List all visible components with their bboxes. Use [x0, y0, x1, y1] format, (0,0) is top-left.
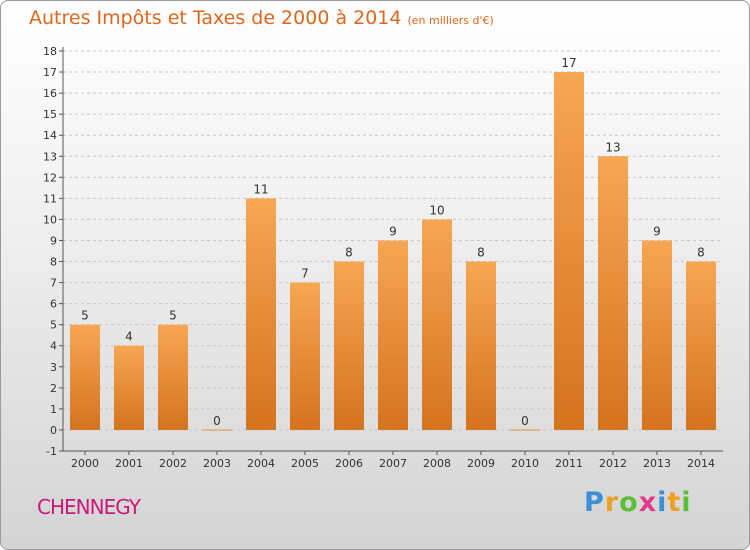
data-label-2010: 0 — [521, 414, 529, 428]
x-tick-label: 2011 — [555, 457, 583, 470]
x-tick-label: 2009 — [467, 457, 495, 470]
x-tick-label: 2001 — [115, 457, 143, 470]
logo-letter: o — [619, 487, 639, 518]
bar-2000 — [70, 324, 100, 430]
y-tick-label: 10 — [43, 213, 57, 226]
bar-2004 — [246, 198, 276, 430]
bar-2013 — [642, 240, 672, 430]
y-tick-label: 5 — [50, 319, 57, 332]
y-tick-label: 6 — [50, 298, 57, 311]
x-tick-label: 2005 — [291, 457, 319, 470]
logo-letter: P — [584, 487, 605, 518]
title-row: Autres Impôts et Taxes de 2000 à 2014 (en… — [29, 7, 494, 29]
x-tick-label: 2014 — [687, 457, 715, 470]
logo-letter: t — [667, 487, 682, 518]
x-tick-label: 2010 — [511, 457, 539, 470]
y-tick-label: 14 — [43, 129, 57, 142]
y-tick-label: 12 — [43, 171, 57, 184]
x-tick-label: 2007 — [379, 457, 407, 470]
logo-letter: r — [604, 487, 620, 518]
bar-2012 — [598, 156, 628, 430]
data-label-2000: 5 — [81, 309, 89, 323]
y-tick-label: 18 — [43, 45, 57, 58]
bar-2014 — [686, 261, 716, 430]
logo-letter: i — [657, 487, 668, 518]
y-tick-label: 7 — [50, 277, 57, 290]
y-tick-label: 3 — [50, 361, 57, 374]
y-tick-label: 9 — [50, 234, 57, 247]
y-tick-label: 11 — [43, 192, 57, 205]
y-tick-label: 1 — [50, 403, 57, 416]
bar-2005 — [290, 282, 320, 430]
y-tick-label: 17 — [43, 66, 57, 79]
x-tick-label: 2013 — [643, 457, 671, 470]
bar-2008 — [422, 219, 452, 430]
data-label-2014: 8 — [697, 246, 705, 260]
data-label-2003: 0 — [213, 414, 221, 428]
x-tick-label: 2002 — [159, 457, 187, 470]
y-tick-label: 0 — [50, 424, 57, 437]
logo-letter: i — [681, 487, 692, 518]
data-label-2011: 17 — [561, 56, 576, 70]
data-label-2001: 4 — [125, 330, 133, 344]
bar-2002 — [158, 324, 188, 430]
chart-subtitle: (en milliers d'€) — [407, 14, 494, 27]
bar-2011 — [554, 72, 584, 430]
logo-letter: x — [638, 487, 658, 518]
x-tick-label: 2006 — [335, 457, 363, 470]
bar-2007 — [378, 240, 408, 430]
bar-2001 — [114, 345, 144, 430]
y-tick-label: 2 — [50, 382, 57, 395]
x-tick-label: 2008 — [423, 457, 451, 470]
y-tick-label: 4 — [50, 340, 57, 353]
x-tick-label: 2004 — [247, 457, 275, 470]
y-tick-label: 8 — [50, 256, 57, 269]
x-tick-label: 2000 — [71, 457, 99, 470]
y-tick-label: 15 — [43, 108, 57, 121]
data-label-2008: 10 — [429, 203, 444, 217]
y-tick-label: 13 — [43, 150, 57, 163]
proxiti-logo[interactable]: Proxiti — [584, 487, 692, 518]
data-label-2012: 13 — [605, 140, 620, 154]
bar-2009 — [466, 261, 496, 430]
bar-2006 — [334, 261, 364, 430]
data-label-2004: 11 — [253, 182, 268, 196]
x-tick-label: 2012 — [599, 457, 627, 470]
data-label-2007: 9 — [389, 224, 397, 238]
x-tick-label: 2003 — [203, 457, 231, 470]
chart-title: Autres Impôts et Taxes de 2000 à 2014 — [29, 7, 402, 29]
data-label-2009: 8 — [477, 246, 485, 260]
bars — [70, 72, 716, 431]
data-label-2002: 5 — [169, 309, 177, 323]
data-labels: 5 4 5 0 11 7 8 9 10 8 0 17 13 9 8 — [81, 56, 705, 428]
commune-name: CHENNEGY — [37, 495, 141, 519]
y-tick-label: 16 — [43, 87, 57, 100]
data-label-2013: 9 — [653, 224, 661, 238]
bar-2010 — [510, 429, 540, 431]
bar-2003 — [202, 429, 232, 431]
y-tick-label: -1 — [46, 445, 57, 458]
data-label-2005: 7 — [301, 267, 309, 281]
data-label-2006: 8 — [345, 246, 353, 260]
